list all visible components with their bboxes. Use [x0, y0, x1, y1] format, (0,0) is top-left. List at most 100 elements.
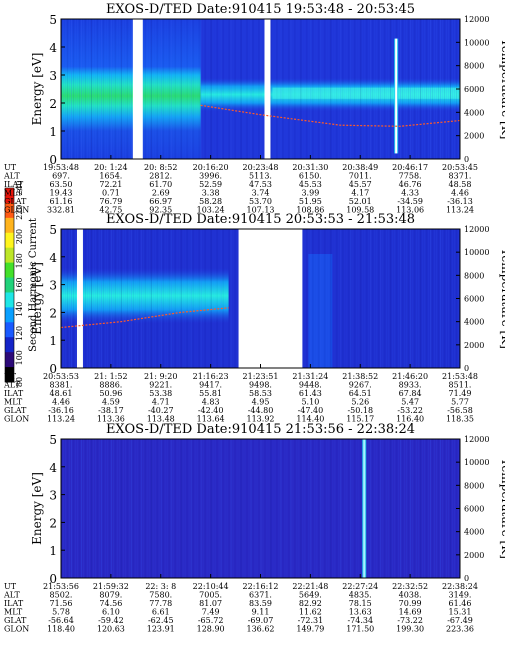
- orbit-cell: 3.99: [301, 189, 319, 198]
- temperature-tick-label: 2000: [464, 551, 484, 560]
- orbit-cell: 6150.: [299, 172, 322, 181]
- orbit-cell: 20:53:45: [442, 163, 478, 172]
- temperature-tick-label: 6000: [464, 505, 484, 514]
- colorbar: 80 100 120 140 160 180 200 220 240 Second Harmoni…: [4, 180, 39, 387]
- orbit-cell: 199.30: [396, 625, 424, 634]
- orbit-cell: 4.59: [102, 398, 120, 407]
- temperature-tick-label: 8000: [464, 62, 484, 71]
- temperature-tick-label: 0: [464, 574, 469, 583]
- spike-core: [395, 38, 398, 154]
- colorbar-tick-label: 140: [15, 302, 24, 317]
- data-gap: [264, 19, 271, 159]
- colorbar-swatch: [5, 262, 14, 279]
- orbit-cell: 71.56: [50, 599, 73, 608]
- orbit-cell: 51.95: [299, 197, 322, 206]
- temperature-tick-label: 12000: [464, 225, 489, 234]
- orbit-cell: 103.24: [197, 206, 225, 215]
- orbit-cell: 22:27:24: [342, 582, 378, 591]
- orbit-cell: 116.40: [396, 415, 424, 424]
- orbit-cell: 113.24: [47, 415, 75, 424]
- orbit-row-label: MLT: [4, 608, 23, 617]
- energy-axis: 0 1 2 3 4 5 Energy [eV]: [30, 223, 65, 376]
- temperature-axis: 0 2000 4000 6000 8000 10000 12000 Temperature […: [456, 15, 505, 164]
- temperature-axis: 0 2000 4000 6000 8000 10000 12000 Temperature […: [456, 225, 505, 373]
- orbit-cell: 332.81: [47, 206, 75, 215]
- orbit-cell: 70.99: [399, 599, 422, 608]
- orbit-cell: 4.83: [202, 398, 220, 407]
- colorbar-swatch: [5, 307, 14, 323]
- orbit-cell: 8079.: [99, 591, 122, 600]
- orbit-cell: 5.47: [401, 398, 419, 407]
- energy-tick-label: 5: [49, 13, 57, 27]
- orbit-cell: 63.50: [50, 180, 73, 189]
- energy-tick-label: 3: [49, 489, 57, 503]
- orbit-cell: 113.06: [396, 206, 424, 215]
- orbit-cell: 64.51: [349, 389, 372, 398]
- orbit-cell: 92.35: [149, 206, 172, 215]
- orbit-cell: 45.57: [349, 180, 372, 189]
- temperature-tick-label: 8000: [464, 481, 484, 490]
- orbit-cell: 9498.: [249, 381, 272, 390]
- orbit-cell: -72.31: [298, 616, 324, 625]
- data-gap: [132, 19, 143, 159]
- orbit-cell: 22: 3: 8: [145, 582, 176, 591]
- temperature-axis: 0 2000 4000 6000 8000 10000 12000 Temperature […: [456, 435, 505, 583]
- orbit-cell: 4.46: [451, 189, 469, 198]
- orbit-cell: 5113.: [249, 172, 272, 181]
- orbit-cell: 21:31:24: [292, 372, 328, 381]
- spectrogram-image: [61, 19, 460, 159]
- spectrogram-panel-2: EXOS-D/TED Date:910415 20:53:53 - 21:53:…: [3, 212, 505, 424]
- orbit-cell: 77.78: [149, 599, 172, 608]
- temperature-axis-label: Temperature [K]: [499, 248, 505, 349]
- orbit-cell: 697.: [52, 172, 70, 181]
- energy-tick-label: 1: [49, 544, 57, 558]
- temperature-tick-label: 10000: [464, 458, 489, 467]
- orbit-cell: 22:10:44: [193, 582, 229, 591]
- orbit-cell: 3996.: [199, 172, 222, 181]
- orbit-cell: 20:53:53: [43, 372, 79, 381]
- colorbar-swatch: [5, 247, 14, 264]
- orbit-row-label: MLT: [4, 398, 23, 407]
- orbit-cell: 8381.: [50, 381, 73, 390]
- orbit-cell: 21:53:56: [43, 582, 79, 591]
- spectrogram-panel-1: EXOS-D/TED Date:910415 19:53:48 - 20:53:…: [3, 2, 505, 215]
- orbit-cell: 53.70: [249, 197, 272, 206]
- orbit-row-label: UT: [4, 163, 17, 172]
- orbit-cell: 50.96: [99, 389, 122, 398]
- orbit-cell: 123.91: [147, 625, 175, 634]
- panel-title: EXOS-D/TED Date:910415 19:53:48 - 20:53:…: [106, 2, 415, 17]
- panels: EXOS-D/TED Date:910415 19:53:48 - 20:53:…: [3, 2, 505, 634]
- orbit-cell: 8511.: [449, 381, 472, 390]
- orbit-cell: 42.75: [99, 206, 122, 215]
- orbit-cell: 9.11: [252, 608, 270, 617]
- temperature-axis-label: Temperature [K]: [499, 458, 505, 559]
- orbit-row-label: UT: [4, 582, 17, 591]
- orbit-cell: 61.16: [50, 197, 73, 206]
- orbit-cell: 46.76: [399, 180, 422, 189]
- colorbar-swatch: [5, 188, 14, 204]
- spectrogram-image: [61, 229, 460, 368]
- colorbar-tick-label: 120: [15, 326, 24, 341]
- energy-axis: 0 1 2 3 4 5 Energy [eV]: [30, 433, 65, 586]
- orbit-cell: 22:32:52: [392, 582, 428, 591]
- orbit-cell: 48.58: [449, 180, 472, 189]
- energy-tick-label: 2: [49, 516, 57, 530]
- colorbar-tick-label: 240: [15, 180, 24, 195]
- orbit-cell: 19.43: [50, 189, 73, 198]
- orbit-cell: 115.17: [346, 415, 374, 424]
- orbit-cell: 21:59:32: [93, 582, 129, 591]
- orbit-row-label: GLON: [4, 206, 29, 215]
- temperature-tick-label: 4000: [464, 528, 484, 537]
- orbit-cell: -62.45: [148, 616, 174, 625]
- energy-tick-label: 2: [49, 306, 57, 320]
- orbit-cell: 48.61: [50, 389, 73, 398]
- orbit-cell: 61.46: [449, 599, 472, 608]
- orbit-cell: 4.33: [401, 189, 419, 198]
- colorbar-tick-label: 160: [15, 277, 24, 292]
- orbit-cell: 6371.: [249, 591, 272, 600]
- orbit-cell: 8371.: [449, 172, 472, 181]
- orbit-cell: 7.49: [202, 608, 220, 617]
- orbit-cell: 78.15: [349, 599, 372, 608]
- temperature-tick-label: 10000: [464, 248, 489, 257]
